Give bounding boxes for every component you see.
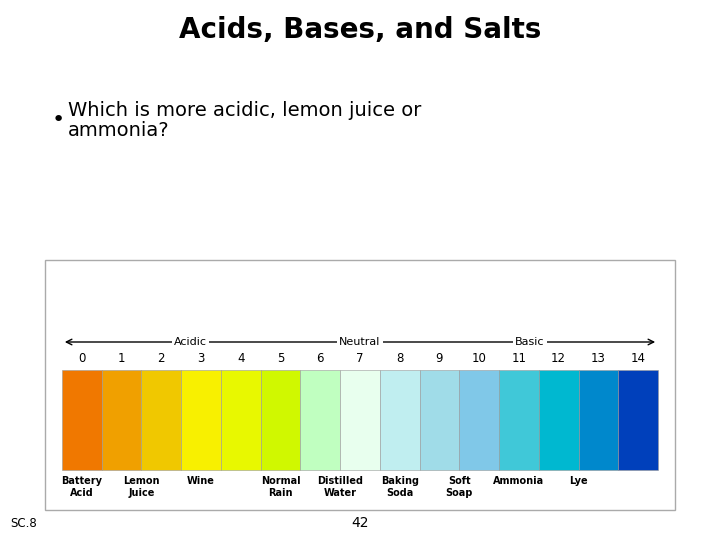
Text: Distilled
Water: Distilled Water	[317, 476, 363, 497]
Text: Acids, Bases, and Salts: Acids, Bases, and Salts	[179, 16, 541, 44]
Bar	[102, 370, 141, 470]
Text: ammonia?: ammonia?	[68, 120, 170, 139]
Text: 1: 1	[118, 352, 125, 365]
Text: 9: 9	[436, 352, 444, 365]
Text: 42: 42	[351, 516, 369, 530]
Text: Which is more acidic, lemon juice or: Which is more acidic, lemon juice or	[68, 100, 421, 119]
Text: Ammonia: Ammonia	[493, 476, 544, 486]
FancyBboxPatch shape	[45, 260, 675, 510]
Text: 4: 4	[237, 352, 245, 365]
Text: Lemon
Juice: Lemon Juice	[123, 476, 160, 497]
Text: 8: 8	[396, 352, 403, 365]
Text: Battery
Acid: Battery Acid	[61, 476, 102, 497]
Text: 0: 0	[78, 352, 86, 365]
Text: SC.8: SC.8	[10, 517, 37, 530]
Bar	[420, 370, 459, 470]
Text: Soft
Soap: Soft Soap	[446, 476, 473, 497]
Text: Wine: Wine	[187, 476, 215, 486]
Bar	[539, 370, 579, 470]
Bar	[499, 370, 539, 470]
Text: •: •	[52, 110, 66, 130]
Bar	[459, 370, 499, 470]
Text: 12: 12	[552, 352, 566, 365]
Bar	[579, 370, 618, 470]
Text: 10: 10	[472, 352, 487, 365]
Text: Lye: Lye	[570, 476, 588, 486]
Bar	[380, 370, 420, 470]
Bar	[300, 370, 340, 470]
Bar	[618, 370, 658, 470]
Text: 2: 2	[158, 352, 165, 365]
Text: Neutral: Neutral	[339, 337, 381, 347]
Text: 11: 11	[511, 352, 526, 365]
Text: 5: 5	[277, 352, 284, 365]
Bar	[62, 370, 102, 470]
Bar	[340, 370, 380, 470]
Bar	[181, 370, 221, 470]
Text: Acidic: Acidic	[174, 337, 207, 347]
Text: Baking
Soda: Baking Soda	[381, 476, 419, 497]
Text: 7: 7	[356, 352, 364, 365]
Text: 14: 14	[631, 352, 646, 365]
Text: 3: 3	[197, 352, 204, 365]
Text: 13: 13	[591, 352, 606, 365]
Bar	[221, 370, 261, 470]
Bar	[261, 370, 300, 470]
Bar	[141, 370, 181, 470]
Text: Basic: Basic	[515, 337, 544, 347]
Text: 6: 6	[317, 352, 324, 365]
Text: Normal
Rain: Normal Rain	[261, 476, 300, 497]
